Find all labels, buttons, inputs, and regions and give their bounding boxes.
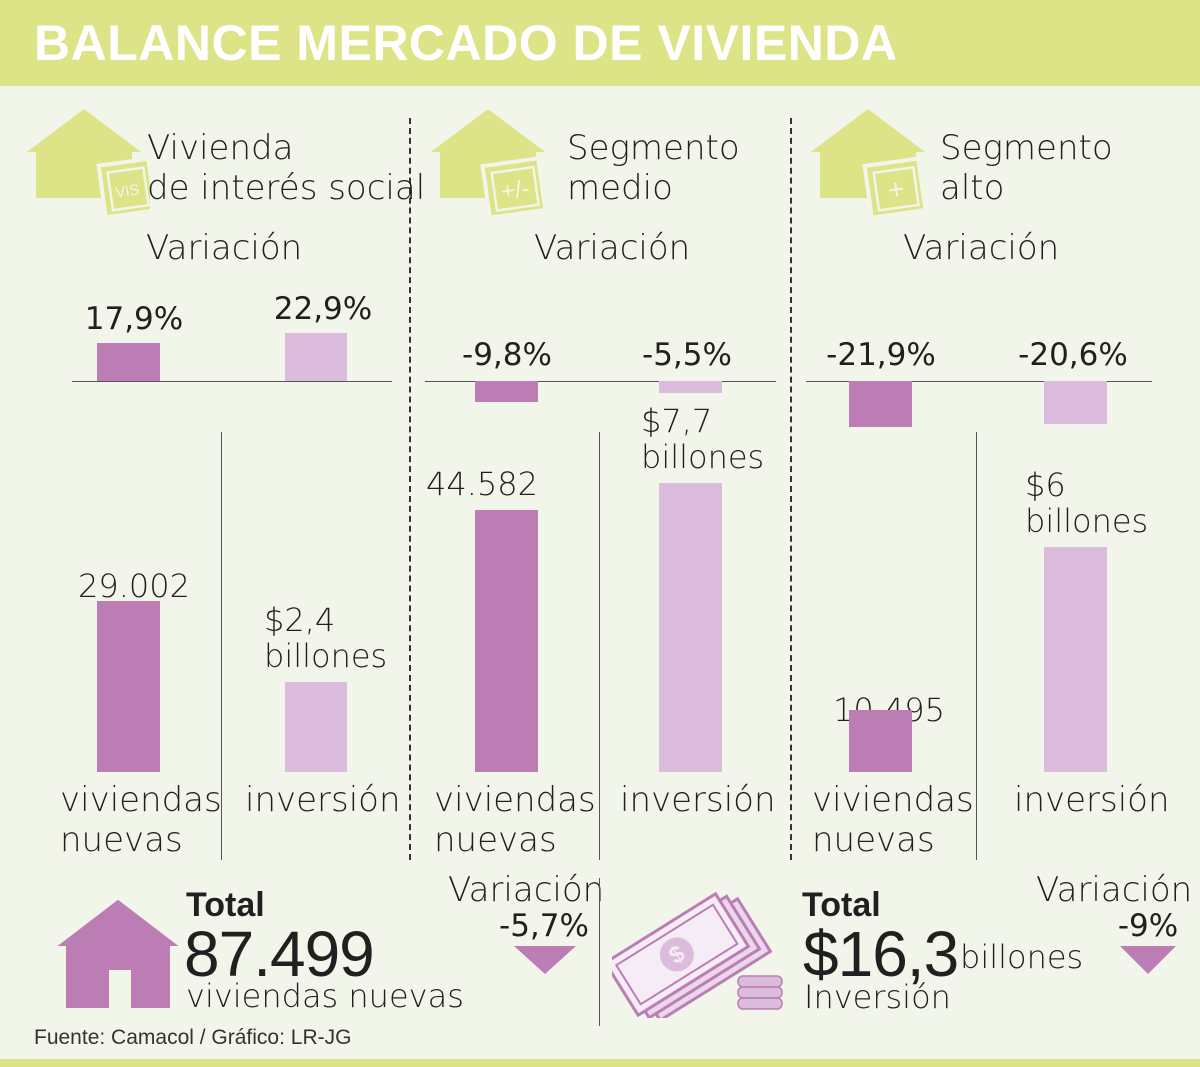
total-viviendas-label: Total	[186, 886, 265, 924]
variation-bar-viviendas	[475, 381, 538, 402]
variation-bar-inversion	[285, 332, 347, 381]
value-bar-inversion	[285, 682, 347, 772]
house-icon	[50, 892, 186, 1008]
segment-title: Vivienda de interés social	[147, 128, 426, 208]
down-arrow-icon	[514, 946, 576, 974]
column-divider	[976, 432, 977, 860]
value-bar-viviendas	[97, 601, 160, 772]
value-bar-inversion	[1044, 547, 1107, 772]
column-divider	[599, 432, 600, 860]
variation-bar-inversion	[1044, 381, 1107, 425]
value-label-inversion: $7,7 billones	[641, 402, 765, 477]
category-label-inversion: inversión	[245, 780, 401, 820]
svg-text:+/-: +/-	[499, 175, 531, 206]
category-label-viviendas: viviendas nuevas	[60, 780, 222, 860]
value-label-viviendas: 29.002	[78, 567, 190, 605]
total-viviendas-variation-heading: Variación	[448, 870, 605, 910]
house-vis-icon: VIS	[20, 102, 150, 220]
source-note: Fuente: Camacol / Gráfico: LR-JG	[34, 1026, 352, 1049]
total-inversion-sublabel: Inversión	[804, 978, 951, 1016]
variation-bar-viviendas	[849, 381, 912, 427]
value-label-inversion: $2,4 billones	[264, 601, 388, 675]
total-inversion-variation-heading: Variación	[1036, 870, 1193, 910]
total-inversion-label: Total	[802, 886, 881, 924]
segment-divider	[790, 118, 792, 860]
variation-heading: Variación	[146, 228, 303, 268]
variation-label-viviendas: -9,8%	[462, 337, 552, 373]
value-bar-viviendas	[475, 509, 538, 772]
total-viviendas-unit: viviendas nuevas	[186, 977, 464, 1015]
variation-axis	[806, 381, 1152, 382]
totals-divider	[599, 878, 600, 1026]
page-title: BALANCE MERCADO DE VIVIENDA	[34, 15, 898, 71]
footer-bar	[0, 1059, 1200, 1067]
variation-bar-viviendas	[97, 343, 160, 381]
header-banner: BALANCE MERCADO DE VIVIENDA	[0, 0, 1200, 86]
category-label-viviendas: viviendas nuevas	[434, 780, 596, 860]
variation-heading: Variación	[903, 228, 1060, 268]
category-label-inversion: inversión	[1014, 780, 1170, 820]
variation-axis	[425, 381, 776, 382]
house-medio-icon: +/-	[424, 102, 554, 220]
category-label-inversion: inversión	[620, 780, 776, 820]
segment-divider	[409, 118, 411, 860]
value-bar-inversion	[659, 483, 722, 772]
variation-label-inversion: -20,6%	[1018, 337, 1128, 373]
variation-heading: Variación	[534, 228, 691, 268]
variation-label-viviendas: 17,9%	[84, 301, 184, 338]
segment-title: Segmento medio	[567, 128, 740, 208]
total-inversion-variation-value: -9%	[1117, 908, 1179, 944]
svg-text:VIS: VIS	[114, 181, 140, 201]
variation-label-inversion: -5,5%	[642, 337, 732, 373]
value-label-viviendas: 44.582	[426, 465, 538, 503]
category-label-viviendas: viviendas nuevas	[812, 780, 974, 860]
svg-text:+: +	[886, 173, 907, 206]
value-label-inversion: $6 billones	[1025, 466, 1149, 540]
segment-title: Segmento alto	[940, 128, 1113, 208]
total-inversion-unit: billones	[960, 938, 1084, 976]
total-viviendas-value: 87.499	[184, 918, 375, 990]
down-arrow-icon	[1120, 946, 1176, 974]
variation-axis	[72, 381, 392, 382]
money-icon: $	[612, 891, 783, 1018]
variation-label-inversion: 22,9%	[273, 290, 373, 327]
variation-bar-inversion	[659, 381, 722, 393]
house-alto-icon: +	[804, 102, 934, 220]
total-viviendas-variation-value: -5,7%	[499, 908, 589, 944]
variation-label-viviendas: -21,9%	[826, 337, 936, 373]
value-bar-viviendas	[849, 710, 912, 772]
column-divider	[221, 432, 222, 860]
total-inversion-value: $16,3	[803, 918, 959, 990]
